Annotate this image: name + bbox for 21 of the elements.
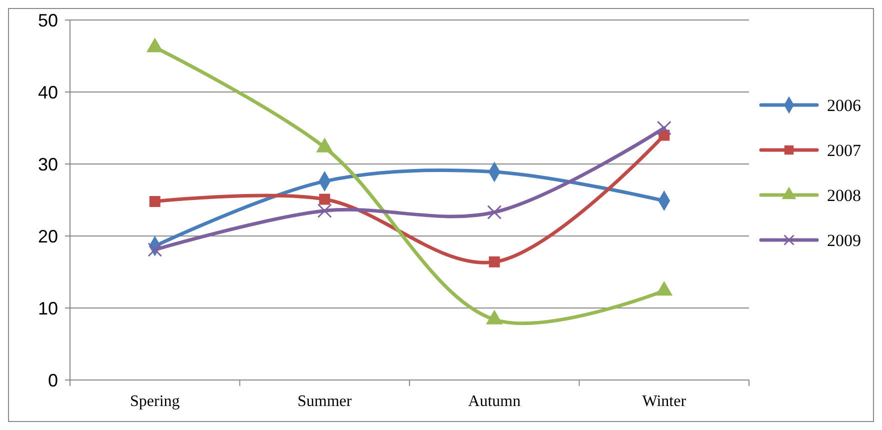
point: [148, 242, 162, 257]
x-tick-label: Summer: [298, 393, 352, 410]
y-tick-label: 0: [48, 370, 58, 390]
y-tick-label: 40: [38, 82, 58, 102]
y-tick-label: 20: [38, 226, 58, 246]
x-tick-label: Autumn: [468, 393, 521, 410]
point: [656, 120, 672, 136]
y-tick-label: 50: [38, 10, 58, 30]
point: [319, 194, 330, 205]
point: [149, 196, 160, 207]
point: [487, 205, 502, 220]
legend-label: 2007: [827, 140, 862, 160]
y-tick-label: 30: [38, 154, 58, 174]
legend-label: 2006: [827, 96, 861, 115]
legend-label: 2008: [827, 186, 861, 205]
x-tick-label: Winter: [642, 393, 687, 410]
point: [317, 204, 332, 218]
legend-label: 2009: [827, 230, 861, 250]
x-tick-label: Spering: [130, 393, 180, 410]
y-tick-label: 10: [38, 298, 58, 318]
point: [488, 256, 500, 268]
